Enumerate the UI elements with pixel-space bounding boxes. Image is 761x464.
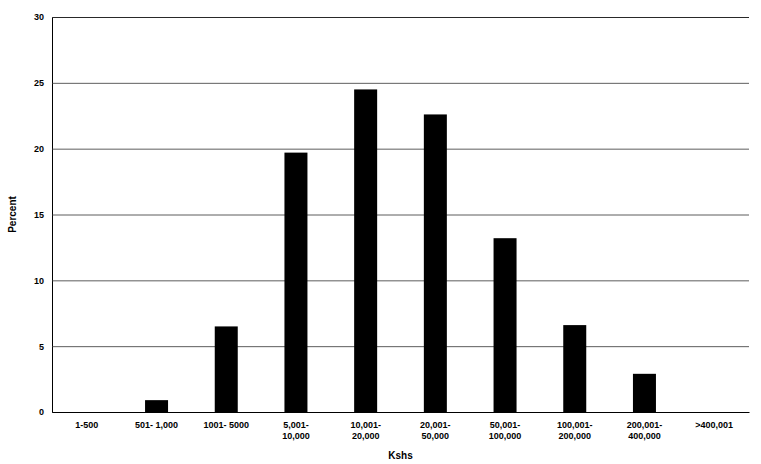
y-axis-title: Percent — [7, 195, 18, 232]
x-tick: 5,001-10,000 — [282, 412, 310, 441]
grid-line — [52, 215, 749, 216]
bar — [424, 114, 447, 412]
x-tick: 200,001-400,000 — [627, 412, 663, 441]
y-tick: 10 — [34, 276, 749, 286]
bar — [354, 89, 377, 412]
bar — [494, 238, 517, 412]
bar — [563, 325, 586, 412]
y-tick-label: 20 — [34, 144, 44, 154]
x-tick: 100,001-200,000 — [557, 412, 593, 441]
x-tick: 50,001-100,000 — [489, 412, 522, 441]
y-tick: 5 — [39, 342, 749, 352]
bar — [215, 326, 238, 412]
bar — [633, 374, 656, 412]
grid-line — [52, 280, 749, 281]
y-axis: 0 5 10 15 20 25 30 — [34, 12, 749, 417]
grid-line — [52, 412, 749, 413]
bar — [75, 412, 98, 413]
y-tick-label: 10 — [34, 276, 44, 286]
y-tick: 30 — [34, 12, 749, 22]
x-tick: 1-500 — [75, 412, 98, 430]
bar — [703, 412, 726, 413]
y-tick-label: 25 — [34, 78, 44, 88]
x-tick: 20,001-50,000 — [420, 412, 451, 441]
y-tick: 25 — [34, 78, 749, 88]
bars — [145, 89, 656, 412]
y-tick: 15 — [34, 210, 749, 220]
x-tick-label: 20,001-50,000 — [420, 420, 451, 440]
y-axis-line — [53, 18, 750, 413]
x-tick-label: 10,001-20,000 — [350, 420, 381, 440]
x-tick: >400,001 — [695, 412, 733, 430]
x-tick: 501- 1,000 — [135, 412, 178, 430]
x-tick-label: 501- 1,000 — [135, 420, 178, 430]
plot: 0 5 10 15 20 25 30 1-500 501- 1,000 1001- 5000 5,0… — [34, 12, 750, 440]
x-axis-title: Kshs — [388, 450, 413, 461]
x-tick-label: 1-500 — [75, 420, 98, 430]
x-axis: 1-500 501- 1,000 1001- 5000 5,001-10,000 10,… — [53, 412, 750, 441]
x-tick: 10,001-20,000 — [350, 412, 381, 441]
grid-line — [52, 17, 749, 18]
y-tick-label: 5 — [39, 342, 44, 352]
x-tick-label: >400,001 — [695, 420, 733, 430]
x-tick-label: 200,001-400,000 — [627, 420, 663, 440]
y-tick: 20 — [34, 144, 749, 154]
x-tick: 1001- 5000 — [203, 412, 249, 430]
bar — [145, 400, 168, 412]
y-tick-label: 30 — [34, 12, 44, 22]
y-tick-label: 15 — [34, 210, 44, 220]
grid-line — [52, 83, 749, 84]
chart: 0 5 10 15 20 25 30 1-500 501- 1,000 1001- 5000 5,0… — [0, 0, 761, 464]
y-tick-label: 0 — [39, 407, 44, 417]
bar — [284, 153, 307, 412]
x-tick-label: 50,001-100,000 — [489, 420, 522, 440]
x-tick-label: 1001- 5000 — [203, 420, 249, 430]
x-tick-label: 100,001-200,000 — [557, 420, 593, 440]
grid-line — [52, 346, 749, 347]
grid-line — [52, 149, 749, 150]
x-axis-line — [53, 412, 750, 413]
x-tick-label: 5,001-10,000 — [282, 420, 310, 440]
